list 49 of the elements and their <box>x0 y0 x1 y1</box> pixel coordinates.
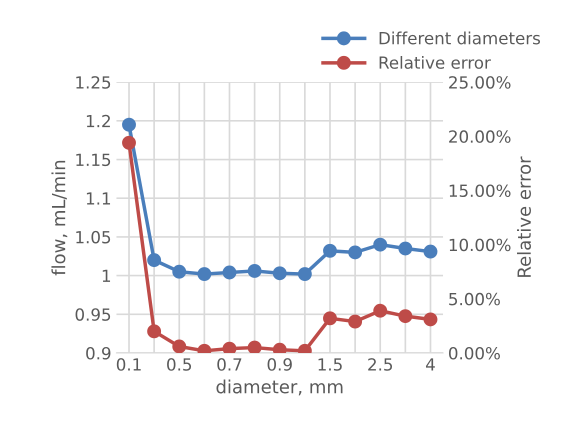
y-tick-label: 1.05 <box>76 230 110 244</box>
y2-tick-label: 25.00% <box>449 76 511 89</box>
y2-tick-label: 20.00% <box>449 130 511 143</box>
point <box>424 312 438 326</box>
point <box>373 238 388 252</box>
y2-tick-label: 15.00% <box>450 184 511 198</box>
legend-label: Different diameters <box>380 32 540 44</box>
y2-tick-label: 5.00% <box>449 292 500 306</box>
point <box>424 244 438 259</box>
x-tick-label: 0.7 <box>217 358 242 371</box>
x-tick-label: 0.9 <box>268 358 292 371</box>
y-tick-label: 1.2 <box>86 114 110 128</box>
x-tick-label: 1.5 <box>318 358 342 371</box>
x-tick-label: 4 <box>426 358 435 371</box>
legend-label: Relative error <box>380 56 491 69</box>
x-tick-label: 0.1 <box>116 358 141 371</box>
point <box>197 267 212 281</box>
point <box>323 244 337 258</box>
y-tick-label: 1 <box>102 270 110 282</box>
y-tick-label: 0.95 <box>76 308 110 321</box>
x-tick-label: 2.5 <box>368 358 392 371</box>
point <box>323 311 337 326</box>
point <box>248 340 262 353</box>
point <box>248 264 262 278</box>
point <box>348 314 362 329</box>
y-tick-label: 1.1 <box>86 192 110 205</box>
point <box>172 264 186 279</box>
y-tick-label: 0.9 <box>86 346 110 360</box>
point <box>398 309 412 324</box>
point <box>298 267 312 281</box>
point <box>122 136 136 150</box>
y2-tick-label: 10.00% <box>450 238 511 252</box>
y-tick-label: 1.25 <box>76 76 110 89</box>
point <box>373 304 388 318</box>
point <box>122 118 136 132</box>
y-axis-title: flow, mL/min <box>51 160 68 276</box>
point <box>172 340 186 353</box>
y2-axis-title: Relative error <box>517 156 531 277</box>
y2-tick-label: 0.00% <box>449 346 500 360</box>
point <box>222 342 236 353</box>
point <box>147 324 162 338</box>
y-tick-label: 1.15 <box>76 154 110 166</box>
x-tick-label: 0.5 <box>167 358 192 371</box>
point <box>348 245 362 260</box>
point <box>222 266 236 280</box>
point <box>398 242 412 256</box>
point <box>272 266 287 280</box>
x-axis-title: diameter, mm <box>216 380 342 396</box>
point <box>147 253 162 268</box>
